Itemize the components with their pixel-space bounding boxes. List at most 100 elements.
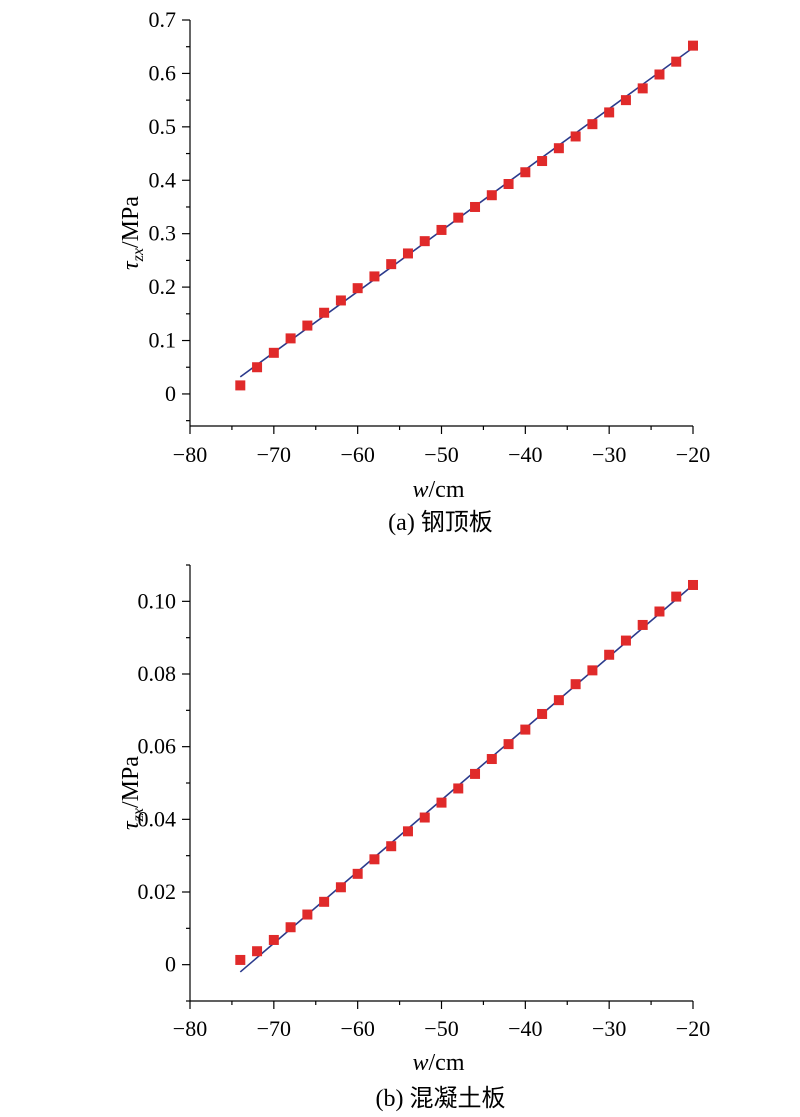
data-point [453,212,464,223]
x-axis-var: w [412,477,428,503]
y-tick-label: 0.1 [149,328,177,353]
data-point [654,606,665,617]
y-tick-label: 0.08 [138,661,177,686]
data-point [268,347,279,358]
data-point [419,812,430,823]
x-tick-label: −30 [592,442,626,467]
chart-panel-b: −80 −70 −60 −50 −40 −30 −20 0 0.02 0.04 0.06 0.08 0.… [118,564,710,1112]
y-axis-label: τzx/MPa [118,756,147,830]
data-point [503,739,514,750]
y-axis-var: τ [118,260,144,270]
y-tick-label: 0.2 [149,274,177,299]
data-point [587,119,598,130]
x-axis-unit: /cm [429,1050,465,1076]
y-axis-unit: /MPa [118,196,144,248]
x-axis-label: w/cm [412,477,464,503]
y-tick-label: 0.04 [138,806,177,831]
data-point [352,868,363,879]
y-axis-label: τzx/MPa [118,196,147,270]
data-point [252,946,263,957]
data-point [604,107,615,118]
data-point [553,695,564,706]
data-point [537,708,548,719]
x-tick-label: −80 [173,442,207,467]
data-point [436,224,447,235]
x-tick-label: −50 [424,442,458,467]
y-tick-label: 0 [165,952,176,977]
data-point [235,380,246,391]
y-axis-subscript: zx [130,808,147,822]
data-point [587,665,598,676]
data-point [386,841,397,852]
data-point [486,754,497,765]
y-tick-label: 0.02 [138,879,177,904]
x-tick-label: −70 [257,1016,291,1041]
data-point [570,679,581,690]
data-point [335,882,346,893]
data-point [268,934,279,945]
data-point [470,768,481,779]
fit-line [239,47,694,378]
data-point [671,591,682,602]
y-tick-label: 0.06 [138,734,177,759]
data-point [369,271,380,282]
x-axis-label: w/cm [412,1050,464,1076]
data-point [570,131,581,142]
x-tick-label: −60 [340,442,374,467]
data-point [486,190,497,201]
data-point [419,236,430,247]
data-point [520,724,531,735]
data-point [302,320,313,331]
chart-caption: (b) 混凝土板 [376,1085,506,1112]
data-point [319,896,330,907]
x-tick-label: −60 [340,1016,374,1041]
data-point [688,579,698,590]
data-point [520,167,531,178]
data-point [620,95,631,106]
y-tick-label: 0 [165,381,176,406]
data-point [235,954,246,965]
data-point [671,56,682,67]
plot-marks: −80 −70 −60 −50 −40 −30 −20 0 0.1 0.2 0.3 0.4 0.5 0.6… [149,7,711,467]
x-tick-label: −30 [592,1016,626,1041]
x-tick-label: −20 [676,442,710,467]
x-tick-label: −40 [508,1016,542,1041]
data-point [386,259,397,270]
data-point [302,909,313,920]
data-point [637,619,648,630]
x-axis-unit: /cm [429,477,465,503]
x-tick-label: −40 [508,442,542,467]
y-tick-label: 0.7 [149,7,177,32]
data-point [637,83,648,94]
chart-caption: (a) 钢顶板 [388,509,493,536]
y-axis-unit: /MPa [118,756,144,808]
x-tick-label: −20 [676,1016,710,1041]
data-point [688,40,698,51]
data-point [402,826,413,837]
x-tick-label: −80 [173,1016,207,1041]
data-point [285,922,296,933]
plot-marks: −80 −70 −60 −50 −40 −30 −20 0 0.02 0.04 0.06 0.08 0.… [138,564,710,1041]
y-axis-var: τ [118,820,144,830]
fit-line [239,584,694,973]
data-point [436,797,447,808]
chart-panel-a: −80 −70 −60 −50 −40 −30 −20 0 0.1 0.2 0.3 0.4 0.5 0.6… [118,7,710,536]
y-tick-label: 0.4 [149,167,177,192]
data-point [402,248,413,259]
y-tick-label: 0.6 [149,60,177,85]
data-point [453,783,464,794]
data-point [285,333,296,344]
data-point [369,854,380,865]
y-axis-subscript: zx [130,248,147,262]
x-tick-label: −70 [257,442,291,467]
data-point [470,201,481,212]
data-point [537,156,548,167]
data-point [654,69,665,80]
data-point [620,635,631,646]
data-point [352,283,363,294]
data-point [604,649,615,660]
y-tick-label: 0.5 [149,114,177,139]
data-point [503,179,514,190]
data-point [319,307,330,318]
